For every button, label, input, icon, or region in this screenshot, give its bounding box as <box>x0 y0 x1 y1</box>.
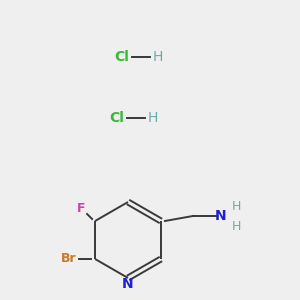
Text: H: H <box>153 50 163 64</box>
Text: F: F <box>77 202 85 215</box>
Text: H: H <box>232 220 242 232</box>
Text: H: H <box>148 111 158 125</box>
Text: H: H <box>232 200 242 214</box>
Text: Cl: Cl <box>110 111 124 125</box>
Text: N: N <box>215 209 227 223</box>
Text: Cl: Cl <box>115 50 129 64</box>
Text: Br: Br <box>61 253 77 266</box>
Text: N: N <box>122 277 134 291</box>
